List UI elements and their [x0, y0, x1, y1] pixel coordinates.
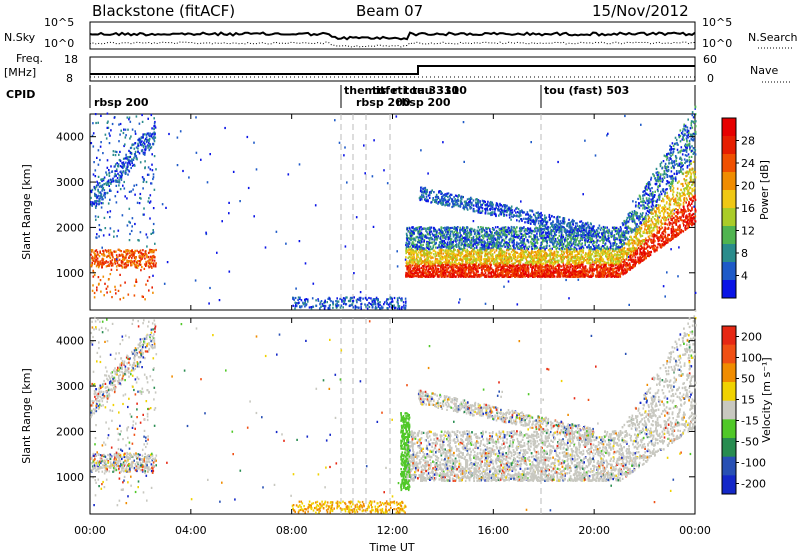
colorbar-tick-label: 8 [741, 247, 748, 260]
nsky-tick-bottom: 10^0 [44, 37, 74, 50]
power-colorbar-label: Power [dB] [758, 160, 771, 220]
x-axis-ticks: 00:00 04:00 08:00 12:00 16:00 20:00 00:00 [74, 114, 711, 537]
colorbar-tick-label: -200 [741, 478, 766, 491]
freq-tick-top: 18 [64, 53, 78, 66]
power-ylabel: Slant Range [km] [20, 164, 33, 260]
x-tick-label: 12:00 [377, 524, 409, 537]
nsky-tick-top: 10^5 [44, 16, 74, 29]
cpid-label: CPID [6, 88, 35, 101]
velocity-panel: 1000 2000 3000 4000 Slant Range [km] 200 100… [20, 310, 773, 514]
power-panel: 1000 2000 3000 4000 Slant Range [km] 4 8 12 16… [20, 106, 771, 310]
nsky-panel: N.Sky 10^5 10^0 10^5 10^0 N.Search [4, 16, 798, 50]
velocity-colorbar-label: Velocity [m s⁻¹] [760, 357, 773, 442]
colorbar-tick-label: 15 [741, 394, 755, 407]
cpid-seg-9: tou (fast) 503 [544, 84, 629, 97]
velocity-y-ticks: 1000 2000 3000 4000 [56, 335, 695, 484]
freq-panel: Freq. [MHz] 18 8 60 0 Nave [4, 52, 792, 85]
x-tick-label: 20:00 [578, 524, 610, 537]
y-tick-label: 4000 [56, 335, 84, 348]
x-tick-label: 16:00 [477, 524, 509, 537]
colorbar-tick-label: 28 [741, 135, 755, 148]
freq-line [90, 66, 695, 74]
y-tick-label: 3000 [56, 380, 84, 393]
colorbar-tick-label: 50 [741, 373, 755, 386]
velocity-data-marks [90, 310, 697, 514]
freq-tick-bottom: 8 [66, 72, 73, 85]
colorbar-tick-label: 12 [741, 225, 755, 238]
nsearch-line [90, 42, 695, 47]
colorbar-tick-label: 16 [741, 202, 755, 215]
x-axis-label: Time UT [368, 541, 414, 554]
x-tick-label: 00:00 [74, 524, 106, 537]
freq-unit: [MHz] [4, 66, 36, 79]
y-tick-label: 3000 [56, 176, 84, 189]
velocity-frame [90, 318, 695, 514]
x-tick-label: 04:00 [175, 524, 207, 537]
x-tick-label: 08:00 [276, 524, 308, 537]
colorbar-tick-label: -15 [741, 415, 759, 428]
y-tick-label: 2000 [56, 221, 84, 234]
colorbar-tick-label: -50 [741, 436, 759, 449]
power-frame [90, 114, 695, 310]
cpid-row: CPID rbsp 200 themis rbsp 200 tu tfe rti… [6, 84, 695, 109]
velocity-ylabel: Slant Range [km] [20, 368, 33, 464]
nsearch-tick-top: 10^5 [702, 16, 732, 29]
colorbar-tick-label: 100 [741, 352, 762, 365]
date-title: 15/Nov/2012 [592, 2, 689, 20]
y-tick-label: 2000 [56, 425, 84, 438]
x-tick-label: 00:00 [679, 524, 711, 537]
cpid-seg-8: rbsp 200 [396, 96, 451, 109]
nave-label: Nave [750, 64, 778, 77]
power-data-marks [90, 106, 697, 310]
colorbar-tick-label: -100 [741, 457, 766, 470]
nsky-line [90, 33, 695, 40]
nave-tick-bottom: 0 [707, 72, 714, 85]
freq-label: Freq. [16, 52, 43, 65]
nsearch-label: N.Search [748, 31, 798, 44]
beam-title: Beam 07 [356, 2, 423, 20]
colorbar-tick-label: 20 [741, 180, 755, 193]
y-tick-label: 1000 [56, 267, 84, 280]
power-colorbar: 4 8 12 16 20 24 28 [722, 118, 755, 299]
nsky-label: N.Sky [4, 31, 36, 44]
freq-frame [90, 57, 695, 81]
cpid-seg-0: rbsp 200 [94, 96, 149, 109]
y-tick-label: 1000 [56, 471, 84, 484]
colorbar-tick-label: 200 [741, 331, 762, 344]
colorbar-tick-label: 4 [741, 270, 748, 283]
nsearch-tick-bottom: 10^0 [702, 37, 732, 50]
station-title: Blackstone (fitACF) [92, 2, 235, 20]
nave-tick-top: 60 [703, 53, 717, 66]
colorbar-tick-label: 24 [741, 157, 755, 170]
y-tick-label: 4000 [56, 131, 84, 144]
